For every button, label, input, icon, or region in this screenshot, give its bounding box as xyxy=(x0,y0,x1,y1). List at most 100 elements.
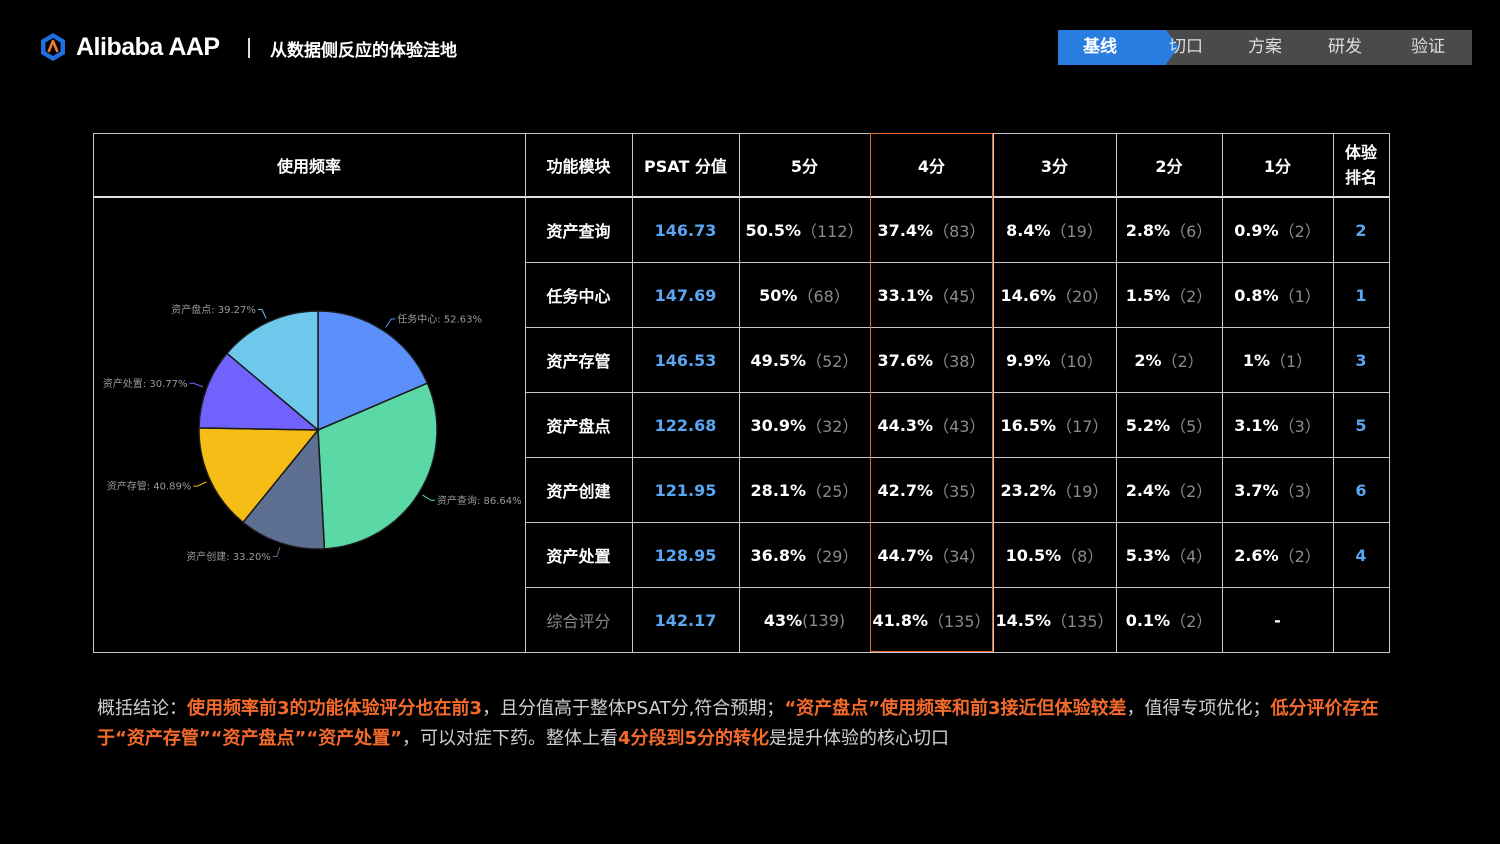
value-psat: 122.68 xyxy=(654,415,717,435)
count-s1: （1） xyxy=(1269,352,1313,371)
conclusion-text: 概括结论：使用频率前3的功能体验评分也在前3，且分值高于整体PSAT分,符合预期… xyxy=(97,694,1407,754)
conclusion-highlight: 使用频率前3的功能体验评分也在前3 xyxy=(187,698,483,719)
percent-s4: 41.8% xyxy=(872,610,928,630)
nav-item-dev[interactable]: 研发 xyxy=(1328,37,1362,57)
cell-s3: 14.5% （135） xyxy=(993,588,1116,652)
cell-s1: 0.8% （1） xyxy=(1222,263,1333,327)
count-s2: （2） xyxy=(1170,482,1213,501)
cell-s3: 8.4% （19） xyxy=(993,198,1116,262)
value-rank: 4 xyxy=(1355,545,1367,565)
pie-slice xyxy=(317,382,438,550)
count-s1: （3） xyxy=(1278,482,1321,501)
cell-psat: 122.68 xyxy=(632,393,739,457)
count-s1: （1） xyxy=(1278,287,1321,306)
cell-psat: 121.95 xyxy=(632,458,739,522)
cell-rank xyxy=(1333,588,1389,652)
cell-module: 资产盘点 xyxy=(525,393,632,457)
nav-item-plan[interactable]: 方案 xyxy=(1248,37,1282,57)
cell-s1: 3.1% （3） xyxy=(1222,393,1333,457)
count-s2: （2） xyxy=(1161,352,1204,371)
count-s1: （2） xyxy=(1278,222,1321,241)
count-s4: （38） xyxy=(933,352,986,371)
logo: Alibaba AAP xyxy=(38,30,220,64)
count-s4: （35） xyxy=(933,482,986,501)
count-s4: （135） xyxy=(927,612,991,631)
header-usage-frequency: 使用频率 xyxy=(276,156,341,176)
count-s3: （10） xyxy=(1050,352,1103,371)
cell-rank: 6 xyxy=(1333,458,1389,522)
conclusion-part: ，且分值高于整体PSAT分,符合预期； xyxy=(482,698,785,719)
nav-item-baseline[interactable]: 基线 xyxy=(1083,37,1117,57)
value-psat: 128.95 xyxy=(654,545,717,565)
count-s4: （34） xyxy=(933,547,986,566)
cell-module: 资产处置 xyxy=(525,523,632,587)
percent-s1: 1% xyxy=(1242,350,1270,370)
cell-s1: 1% （1） xyxy=(1222,328,1333,392)
count-s2: （4） xyxy=(1170,547,1213,566)
cell-module: 资产创建 xyxy=(525,458,632,522)
percent-s1: 3.7% xyxy=(1234,480,1279,500)
pie-label: 资产盘点: 39.27% xyxy=(171,303,256,316)
value-psat: 146.73 xyxy=(654,220,717,240)
percent-s2: 1.5% xyxy=(1125,285,1171,305)
value-rank: 2 xyxy=(1355,220,1367,240)
pie-slice xyxy=(225,310,319,432)
value-module: 资产查询 xyxy=(546,222,611,241)
pie-label-line xyxy=(193,481,207,487)
cell-s1: - xyxy=(1222,588,1333,652)
value-rank: 6 xyxy=(1355,480,1367,500)
cell-s3: 14.6% （20） xyxy=(993,263,1116,327)
count-s3: （17） xyxy=(1056,417,1109,436)
percent-s5: 30.9% xyxy=(750,415,807,435)
nav-active-arrow xyxy=(1166,30,1179,64)
cell-s2: 2% （2） xyxy=(1116,328,1222,392)
pie-label-line xyxy=(385,318,396,328)
percent-s5: 50.5% xyxy=(745,220,801,240)
value-module: 综合评分 xyxy=(546,612,611,631)
value-psat: 147.69 xyxy=(654,285,717,305)
percent-s1: 3.1% xyxy=(1234,415,1279,435)
percent-s2: 2.4% xyxy=(1125,480,1171,500)
pie-slice xyxy=(241,428,326,550)
pie-label-line xyxy=(272,546,281,557)
logo-text: Alibaba AAP xyxy=(76,32,220,61)
pie-label: 资产查询: 86.64% xyxy=(437,494,522,507)
count-s5: （32） xyxy=(806,417,859,436)
header-score-2: 2分 xyxy=(1155,156,1183,176)
percent-s5: 36.8% xyxy=(750,545,807,565)
header-module: 功能模块 xyxy=(546,156,611,176)
cell-psat: 142.17 xyxy=(632,588,739,652)
header-rank: 体验排名 xyxy=(1344,142,1377,187)
count-s4: （83） xyxy=(933,222,986,241)
cell-s4: 44.3% （43） xyxy=(870,393,993,457)
count-s2: （2） xyxy=(1170,287,1213,306)
percent-s3: 9.9% xyxy=(1006,350,1051,370)
percent-s5: 50% xyxy=(759,285,798,305)
header-score-5: 5分 xyxy=(790,156,819,176)
percent-s5: 28.1% xyxy=(750,480,807,500)
value-module: 资产处置 xyxy=(546,547,611,566)
percent-s4: 33.1% xyxy=(877,285,934,305)
nav-item-verify[interactable]: 验证 xyxy=(1411,37,1445,57)
header-score-1: 1分 xyxy=(1263,156,1292,176)
pie-label: 资产存管: 40.89% xyxy=(107,480,192,493)
cell-s5: 30.9% （32） xyxy=(739,393,870,457)
cell-s2: 2.4% （2） xyxy=(1116,458,1222,522)
pie-label: 资产处置: 30.77% xyxy=(103,377,188,390)
count-s1: （3） xyxy=(1278,417,1321,436)
nav-item-entry[interactable]: 切口 xyxy=(1169,37,1203,57)
cell-s2: 0.1% （2） xyxy=(1116,588,1222,652)
percent-s2: 5.2% xyxy=(1125,415,1171,435)
value-module: 资产存管 xyxy=(546,352,611,371)
conclusion-highlight: “资产盘点”使用频率和前3接近但体验较差 xyxy=(784,698,1127,719)
count-s3: （19） xyxy=(1056,482,1109,501)
count-s5: （68） xyxy=(797,287,850,306)
cell-s2: 5.2% （5） xyxy=(1116,393,1222,457)
cell-rank: 2 xyxy=(1333,198,1389,262)
conclusion-highlight: 4分段到5分的转化 xyxy=(617,728,770,749)
nav-active-highlight xyxy=(1058,30,1166,65)
header-psat: PSAT 分值 xyxy=(644,156,727,176)
percent-s5: 43% xyxy=(763,610,803,630)
cell-rank: 4 xyxy=(1333,523,1389,587)
count-s5: (139) xyxy=(802,610,846,630)
